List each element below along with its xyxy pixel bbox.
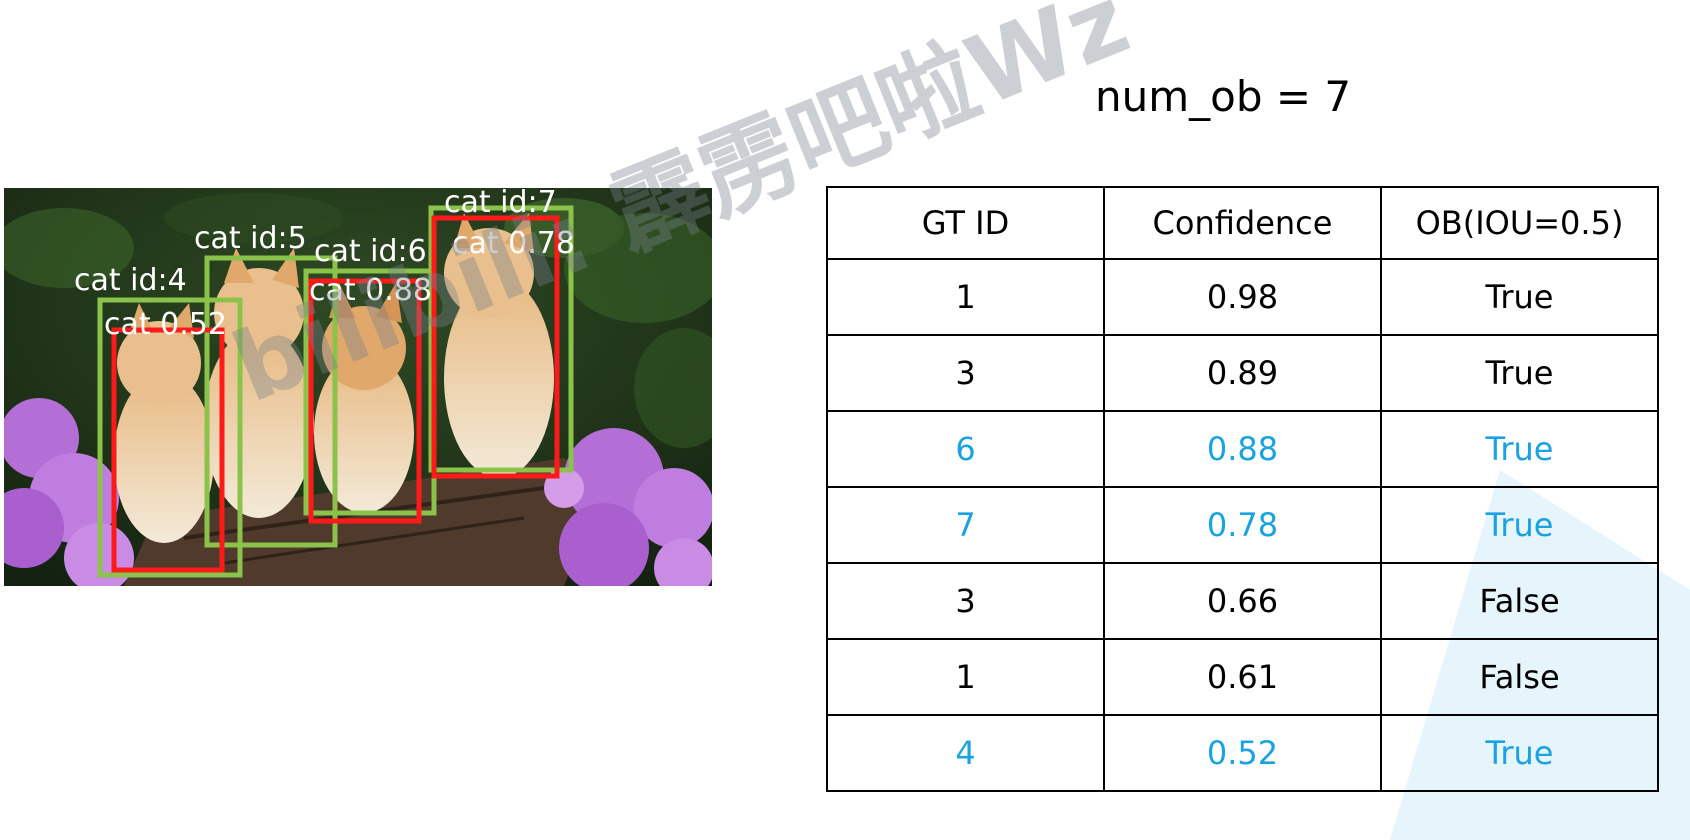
pred-box-cat-0.78 bbox=[431, 215, 560, 479]
cell-ob: True bbox=[1380, 258, 1659, 336]
cell-gt-id: 4 bbox=[826, 714, 1105, 792]
header-confidence: Confidence bbox=[1103, 186, 1382, 260]
leaf-texture bbox=[4, 193, 712, 448]
cell-gt-id: 3 bbox=[826, 334, 1105, 412]
cell-gt-id: 7 bbox=[826, 486, 1105, 564]
pred-label-cat-0.52: cat 0.52 bbox=[104, 307, 227, 342]
cell-gt-id: 1 bbox=[826, 258, 1105, 336]
table-row: 4 0.52 True bbox=[826, 714, 1659, 792]
cell-ob: True bbox=[1380, 714, 1659, 792]
cell-confidence: 0.78 bbox=[1103, 486, 1382, 564]
table-row: 3 0.89 True bbox=[826, 334, 1659, 412]
table-row: 3 0.66 False bbox=[826, 562, 1659, 640]
cell-ob: True bbox=[1380, 410, 1659, 488]
cell-confidence: 0.88 bbox=[1103, 410, 1382, 488]
table-header-row: GT ID Confidence OB(IOU=0.5) bbox=[826, 186, 1659, 260]
kitten-2 bbox=[204, 248, 314, 518]
table-row: 1 0.98 True bbox=[826, 258, 1659, 336]
detection-image: cat id:4 cat id:5 cat id:6 cat id:7 cat … bbox=[4, 188, 712, 586]
gt-box-cat-7 bbox=[428, 205, 574, 473]
cell-gt-id: 6 bbox=[826, 410, 1105, 488]
cell-ob: True bbox=[1380, 486, 1659, 564]
header-ob: OB(IOU=0.5) bbox=[1380, 186, 1659, 260]
gt-label-cat-4: cat id:4 bbox=[74, 263, 187, 298]
table-row: 6 0.88 True bbox=[826, 410, 1659, 488]
pred-box-cat-0.88 bbox=[308, 278, 422, 524]
gt-label-cat-7: cat id:7 bbox=[444, 188, 557, 220]
cell-confidence: 0.98 bbox=[1103, 258, 1382, 336]
table-row: 1 0.61 False bbox=[826, 638, 1659, 716]
ground-truth-boxes bbox=[97, 205, 574, 578]
prediction-boxes bbox=[111, 215, 560, 573]
page-title: num_ob = 7 bbox=[1095, 72, 1352, 121]
header-gt-id: GT ID bbox=[826, 186, 1105, 260]
cell-ob: False bbox=[1380, 638, 1659, 716]
gt-box-cat-5 bbox=[204, 255, 338, 548]
cell-confidence: 0.61 bbox=[1103, 638, 1382, 716]
kitten-1 bbox=[114, 303, 214, 543]
cell-gt-id: 1 bbox=[826, 638, 1105, 716]
table-row: 7 0.78 True bbox=[826, 486, 1659, 564]
cell-gt-id: 3 bbox=[826, 562, 1105, 640]
results-table: GT ID Confidence OB(IOU=0.5) 1 0.98 True 3 0… bbox=[826, 186, 1659, 792]
kitten-3 bbox=[314, 283, 414, 513]
purple-flowers-right bbox=[544, 428, 712, 586]
purple-flowers-left bbox=[4, 398, 134, 586]
cell-ob: False bbox=[1380, 562, 1659, 640]
cell-confidence: 0.66 bbox=[1103, 562, 1382, 640]
gt-label-cat-6: cat id:6 bbox=[314, 234, 427, 269]
pred-label-cat-0.88: cat 0.88 bbox=[309, 273, 432, 308]
gt-box-cat-4 bbox=[97, 297, 243, 578]
kitten-4 bbox=[444, 213, 554, 478]
gt-label-cat-5: cat id:5 bbox=[194, 221, 307, 256]
pred-box-cat-0.52 bbox=[111, 327, 225, 573]
cell-confidence: 0.52 bbox=[1103, 714, 1382, 792]
pred-label-cat-0.78: cat 0.78 bbox=[452, 226, 575, 261]
cell-confidence: 0.89 bbox=[1103, 334, 1382, 412]
table-body: 1 0.98 True 3 0.89 True 6 0.88 True 7 0.78 True 3 0.6… bbox=[826, 258, 1659, 792]
cell-ob: True bbox=[1380, 334, 1659, 412]
